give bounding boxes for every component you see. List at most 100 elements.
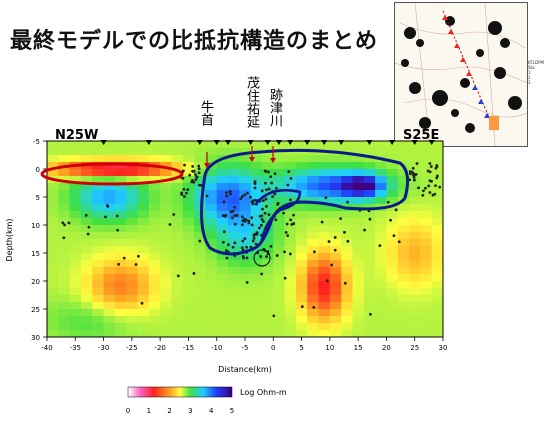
heatmap-cell — [409, 309, 421, 317]
mozumi-arrowhead — [249, 157, 255, 162]
heatmap-cell — [148, 323, 161, 331]
heatmap-cell — [284, 267, 297, 275]
hypocenter-dot — [249, 195, 252, 199]
heatmap-cell — [171, 155, 184, 163]
heatmap-cell — [341, 197, 353, 205]
hypocenter-dot — [397, 240, 401, 244]
x-tick-label: -5 — [242, 344, 249, 352]
heatmap-cell — [80, 260, 93, 268]
hypocenter-dot — [225, 191, 228, 195]
hypocenter-dot — [271, 195, 274, 199]
hypocenter-dot — [445, 195, 448, 198]
hypocenter-dot — [181, 176, 185, 180]
heatmap-cell — [318, 316, 331, 324]
heatmap-cell — [58, 288, 71, 296]
hypocenter-dot — [415, 162, 419, 165]
heatmap-cell — [431, 218, 443, 226]
heatmap-cell — [58, 309, 71, 317]
heatmap-cell — [69, 190, 82, 198]
heatmap-cell — [216, 232, 229, 240]
heatmap-cell — [47, 211, 59, 219]
heatmap-cell — [137, 190, 150, 198]
heatmap-cell — [386, 176, 399, 184]
heatmap-cell — [307, 211, 319, 219]
heatmap-cell — [386, 225, 399, 233]
hypocenter-dot — [255, 231, 259, 234]
heatmap-cell — [386, 274, 399, 282]
heatmap-cell — [307, 169, 319, 177]
heatmap-cell — [250, 211, 263, 219]
heatmap-cell — [126, 253, 138, 261]
heatmap-cell — [250, 295, 263, 303]
heatmap-cell — [228, 225, 240, 233]
heatmap-cell — [409, 295, 421, 303]
heatmap-cell — [386, 323, 399, 331]
heatmap-cell — [171, 316, 184, 324]
heatmap-cell — [284, 211, 297, 219]
heatmap-cell — [80, 225, 93, 233]
heatmap-cell — [114, 288, 127, 296]
heatmap-cell — [375, 323, 387, 331]
heatmap-cell — [329, 253, 342, 261]
heatmap-cell — [160, 239, 172, 247]
heatmap-cell — [103, 225, 116, 233]
hypocenter-dot — [265, 255, 268, 258]
heatmap-cell — [148, 148, 161, 156]
x-tick-label: 10 — [325, 344, 334, 352]
hypocenter-dot — [346, 200, 349, 204]
heatmap-cell — [69, 330, 82, 337]
heatmap-cell — [261, 288, 274, 296]
heatmap-cell — [103, 239, 116, 247]
heatmap-cell — [47, 190, 59, 198]
hypocenter-dot — [286, 183, 290, 187]
hypocenter-dot — [116, 228, 120, 232]
heatmap-cell — [295, 169, 308, 177]
heatmap-cell — [273, 211, 285, 219]
heatmap-cell — [148, 267, 161, 275]
heatmap-cell — [397, 253, 410, 261]
heatmap-cell — [69, 197, 82, 205]
heatmap-cell — [409, 274, 421, 282]
heatmap-cell — [375, 309, 387, 317]
heatmap-cell — [160, 281, 172, 289]
heatmap-cell — [284, 281, 297, 289]
heatmap-cell — [386, 309, 399, 317]
hypocenter-dot — [431, 193, 435, 197]
heatmap-cell — [114, 309, 127, 317]
heatmap-cell — [239, 232, 252, 240]
heatmap-cell — [182, 211, 195, 219]
heatmap-cell — [386, 155, 399, 163]
heatmap-cell — [114, 316, 127, 324]
heatmap-cell — [137, 295, 150, 303]
hypocenter-dot — [300, 305, 304, 309]
heatmap-cell — [182, 267, 195, 275]
heatmap-cell — [160, 316, 172, 324]
heatmap-cell — [431, 148, 443, 156]
heatmap-cell — [148, 281, 161, 289]
heatmap-cell — [352, 148, 365, 156]
heatmap-cell — [160, 190, 172, 198]
heatmap-cell — [329, 176, 342, 184]
hypocenter-dot — [451, 191, 454, 194]
heatmap-cell — [239, 295, 252, 303]
heatmap-cell — [182, 155, 195, 163]
hypocenter-dot — [192, 272, 196, 275]
heatmap-cell — [250, 169, 263, 177]
heatmap-cell — [352, 267, 365, 275]
hypocenter-dot — [434, 184, 437, 188]
hypocenter-dot — [343, 281, 347, 285]
hypocenter-dot — [225, 256, 229, 260]
heatmap-cell — [397, 267, 410, 275]
heatmap-cell — [409, 302, 421, 310]
heatmap-cell — [194, 316, 206, 324]
heatmap-cell — [409, 330, 421, 337]
heatmap-cell — [58, 323, 71, 331]
hypocenter-dot — [274, 186, 278, 190]
heatmap-cell — [137, 155, 150, 163]
heatmap-cell — [318, 197, 331, 205]
heatmap-cell — [329, 295, 342, 303]
hypocenter-dot — [276, 202, 280, 205]
heatmap-cell — [160, 323, 172, 331]
heatmap-cell — [397, 309, 410, 317]
heatmap-cell — [363, 141, 376, 149]
